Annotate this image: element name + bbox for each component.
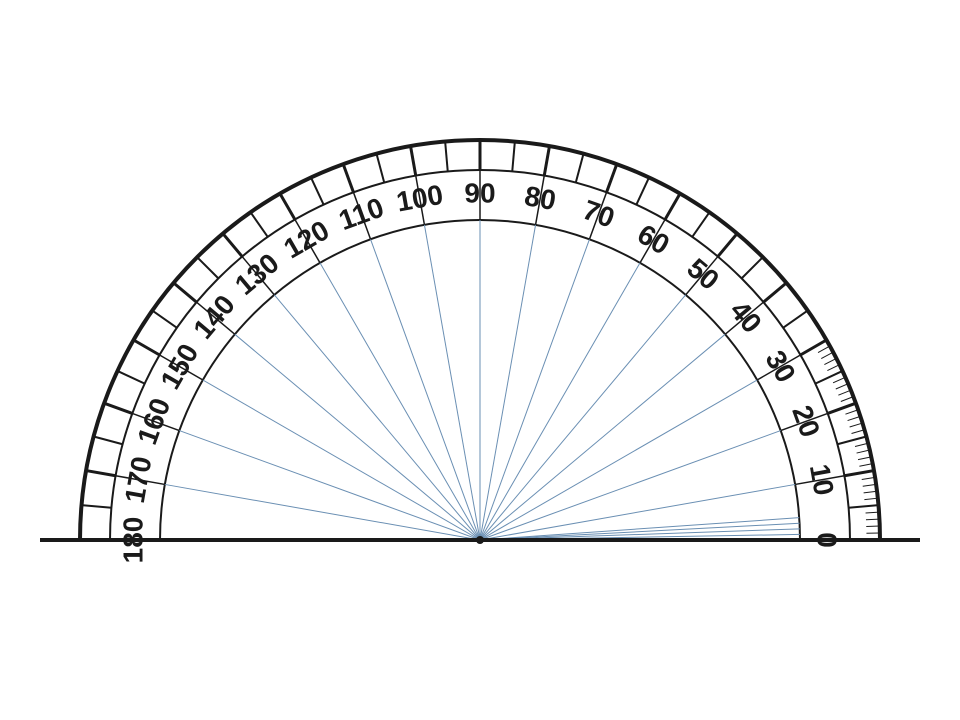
degree-label-30: 30 — [759, 345, 801, 387]
baseline — [40, 536, 920, 544]
degree-label-60: 60 — [632, 218, 674, 260]
degree-label-120: 120 — [278, 214, 334, 264]
degree-label-80: 80 — [522, 180, 558, 216]
degree-label-170: 170 — [119, 454, 158, 505]
degree-label-10: 10 — [804, 462, 840, 498]
degree-label-50: 50 — [681, 252, 725, 296]
center-dot — [476, 536, 484, 544]
degree-label-90: 90 — [464, 177, 495, 208]
degree-label-150: 150 — [154, 338, 204, 394]
degree-label-110: 110 — [335, 192, 388, 237]
degree-label-40: 40 — [724, 295, 768, 339]
protractor-figure: 0102030405060708090100110120130140150160… — [0, 0, 960, 720]
degree-label-100: 100 — [394, 179, 445, 218]
degree-label-20: 20 — [786, 401, 826, 441]
degree-label-160: 160 — [131, 394, 176, 449]
degree-label-70: 70 — [579, 194, 619, 234]
